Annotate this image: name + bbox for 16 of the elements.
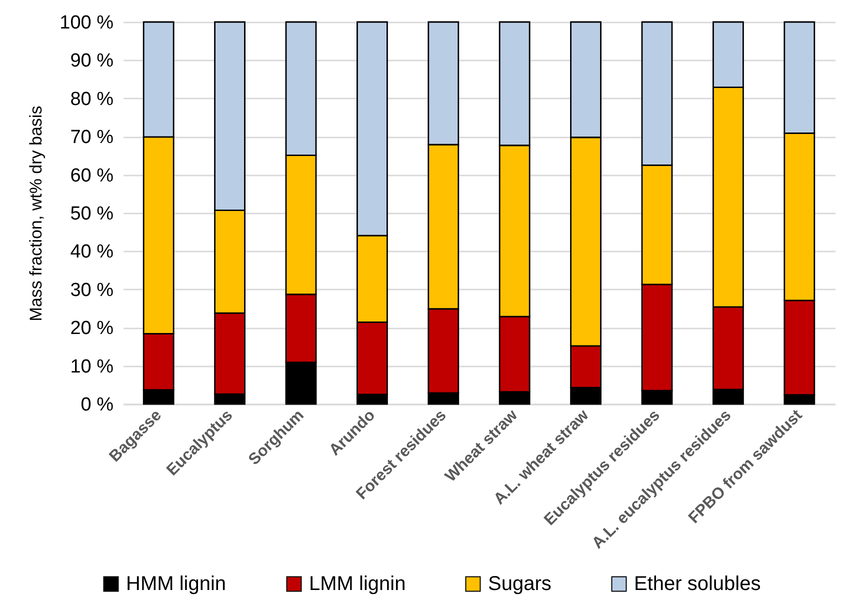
- y-tick-label: 100 %: [60, 12, 114, 34]
- y-tick-label: 10 %: [70, 356, 114, 378]
- y-tick-label: 40 %: [70, 242, 114, 263]
- y-tick-label: 30 %: [70, 280, 114, 301]
- y-axis-title: Mass fraction, wt% dry basis: [26, 106, 46, 322]
- y-tick-label: 0 %: [80, 394, 114, 416]
- y-tick-label: 90 %: [70, 50, 114, 72]
- y-tick-label: 20 %: [70, 318, 114, 340]
- legend-label: LMM lignin: [309, 573, 406, 595]
- y-tick-label: 50 %: [70, 204, 114, 224]
- legend-label: HMM lignin: [126, 573, 226, 595]
- legend-label: Sugars: [488, 573, 552, 595]
- legend-label: Ether solubles: [634, 573, 761, 595]
- y-tick-label: 70 %: [70, 127, 114, 148]
- y-tick-label: 60 %: [70, 165, 114, 186]
- y-tick-label: 80 %: [70, 88, 114, 110]
